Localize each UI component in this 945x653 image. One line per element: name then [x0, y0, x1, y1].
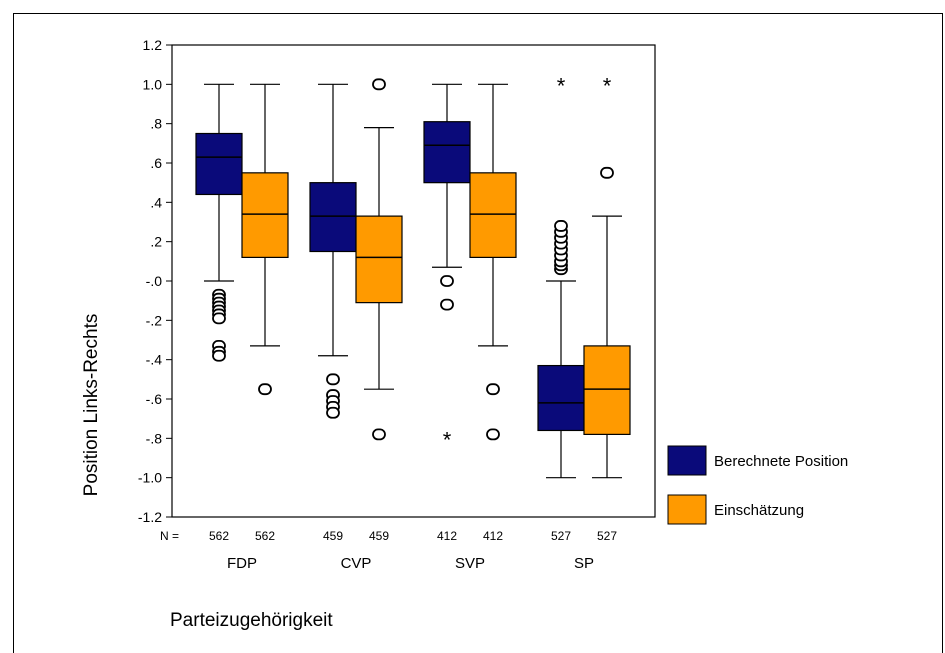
- legend-swatch: [667, 494, 707, 525]
- n-prefix: N =: [160, 529, 179, 543]
- outlier-marker: [600, 166, 614, 179]
- y-tick-label: .4: [150, 194, 162, 210]
- outlier-marker: [258, 383, 272, 396]
- x-axis-label: Parteizugehörigkeit: [170, 610, 333, 631]
- box: [583, 345, 631, 435]
- outlier-marker: [440, 275, 454, 287]
- box: [195, 132, 243, 196]
- outlier-marker: [326, 406, 340, 419]
- category-label: FDP: [227, 555, 257, 572]
- legend-label: Einschätzung: [714, 502, 804, 519]
- y-tick-label: .2: [150, 234, 162, 250]
- n-label: 527: [551, 529, 571, 543]
- y-tick-label: .6: [150, 155, 162, 171]
- figure-frame: [13, 13, 943, 653]
- extreme-marker: *: [603, 73, 612, 98]
- category-label: CVP: [341, 555, 372, 572]
- y-tick-label: -1.2: [138, 509, 162, 525]
- y-tick-label: -.4: [146, 352, 163, 368]
- y-axis-label: Position Links-Rechts: [81, 314, 102, 497]
- legend-swatch: [667, 445, 707, 476]
- n-label: 412: [483, 529, 503, 543]
- outlier-marker: [212, 312, 226, 325]
- outlier-marker: [372, 78, 386, 91]
- extreme-marker: *: [443, 427, 452, 452]
- outlier-marker: [486, 428, 500, 441]
- outlier-marker: [212, 349, 226, 362]
- category-label: SP: [574, 555, 594, 572]
- y-tick-label: -.2: [146, 312, 163, 328]
- box: [355, 215, 403, 304]
- outlier-marker: [326, 373, 340, 386]
- y-tick-label: 1.0: [143, 76, 163, 92]
- box: [309, 182, 357, 253]
- n-label: 459: [323, 529, 343, 543]
- box: [537, 364, 585, 432]
- y-tick-label: -.0: [146, 273, 163, 289]
- extreme-marker: *: [557, 73, 566, 98]
- outlier-marker: [372, 428, 386, 441]
- legend-label: Berechnete Position: [714, 453, 848, 470]
- n-label: 562: [209, 529, 229, 543]
- outlier-marker: [554, 220, 568, 232]
- y-tick-label: -.6: [146, 391, 163, 407]
- y-tick-label: 1.2: [143, 37, 163, 53]
- y-tick-label: -.8: [146, 430, 163, 446]
- box: [469, 172, 517, 258]
- box: [241, 172, 289, 258]
- y-tick-label: -1.0: [138, 470, 162, 486]
- n-label: 412: [437, 529, 457, 543]
- category-label: SVP: [455, 555, 485, 572]
- outlier-marker: [486, 383, 500, 396]
- plot-frame: [171, 44, 656, 518]
- outlier-marker: [440, 298, 454, 311]
- y-tick-label: .8: [150, 116, 162, 132]
- box: [423, 121, 471, 184]
- n-label: 562: [255, 529, 275, 543]
- n-label: 459: [369, 529, 389, 543]
- n-label: 527: [597, 529, 617, 543]
